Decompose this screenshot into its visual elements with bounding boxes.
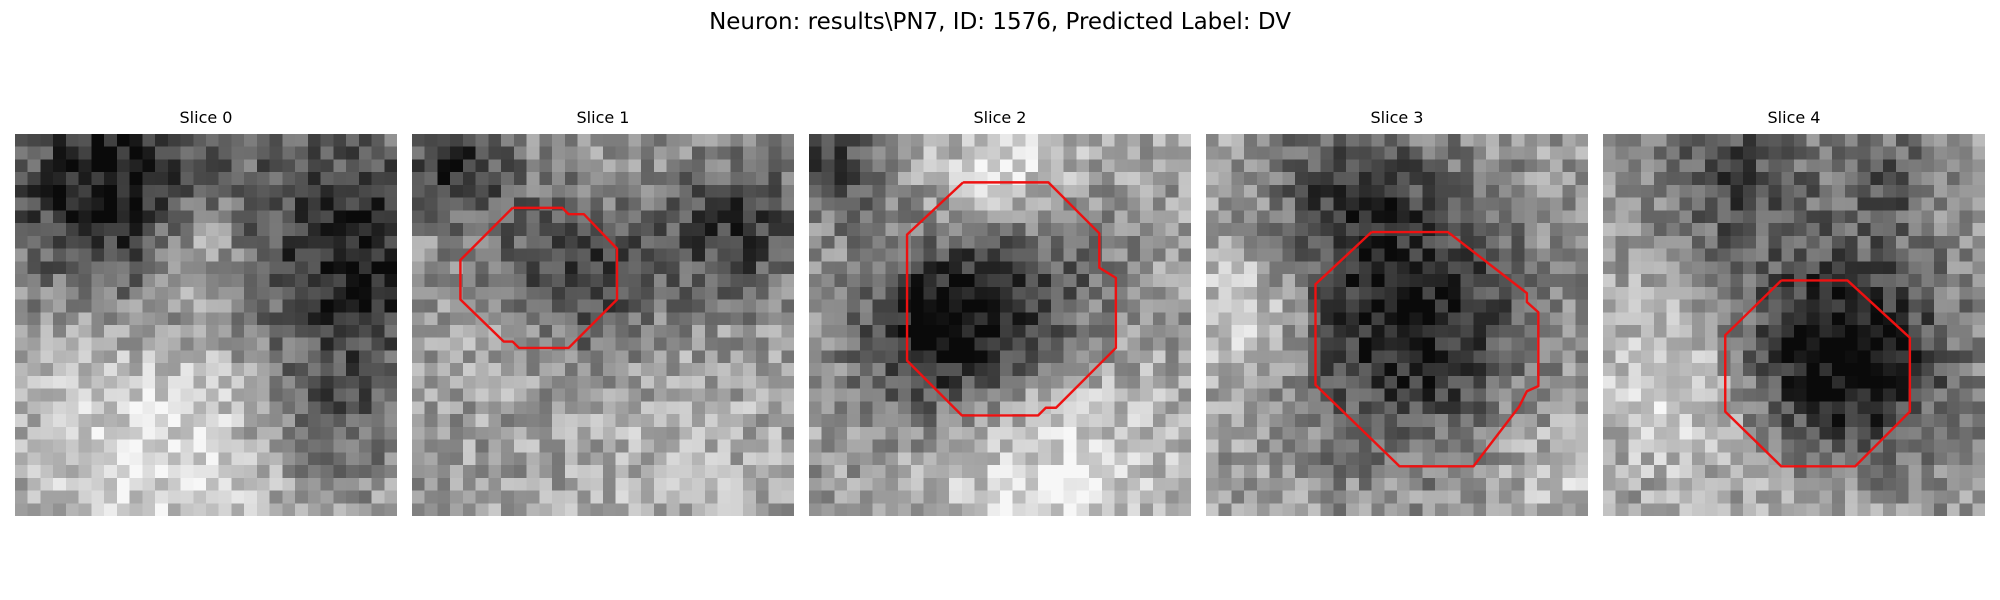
slice-image: [809, 134, 1191, 516]
pixel-grid: [1206, 134, 1588, 516]
slice-image: [1206, 134, 1588, 516]
slice-title: Slice 3: [1370, 108, 1424, 127]
slice-image: [412, 134, 794, 516]
roi-contour: [905, 181, 1118, 417]
roi-contour: [459, 206, 619, 350]
figure-title: Neuron: results\PN7, ID: 1576, Predicted…: [709, 9, 1291, 35]
slice-image: [15, 134, 397, 516]
slice-image: [1603, 134, 1985, 516]
pixel-grid: [809, 134, 1191, 516]
slice-title: Slice 4: [1767, 108, 1821, 127]
roi-contour: [1724, 279, 1912, 468]
slice-panel-3: Slice 3: [1206, 108, 1588, 516]
slice-panel-0: Slice 0: [15, 108, 397, 516]
slice-title: Slice 2: [973, 108, 1027, 127]
pixel-grid: [1603, 134, 1985, 516]
slice-title: Slice 0: [179, 108, 233, 127]
pixel-grid: [412, 134, 794, 516]
slice-panel-4: Slice 4: [1603, 108, 1985, 516]
roi-contour: [1314, 230, 1540, 468]
slice-panel-1: Slice 1: [412, 108, 794, 516]
pixel-grid: [15, 134, 397, 516]
slice-panel-2: Slice 2: [809, 108, 1191, 516]
slice-title: Slice 1: [576, 108, 630, 127]
